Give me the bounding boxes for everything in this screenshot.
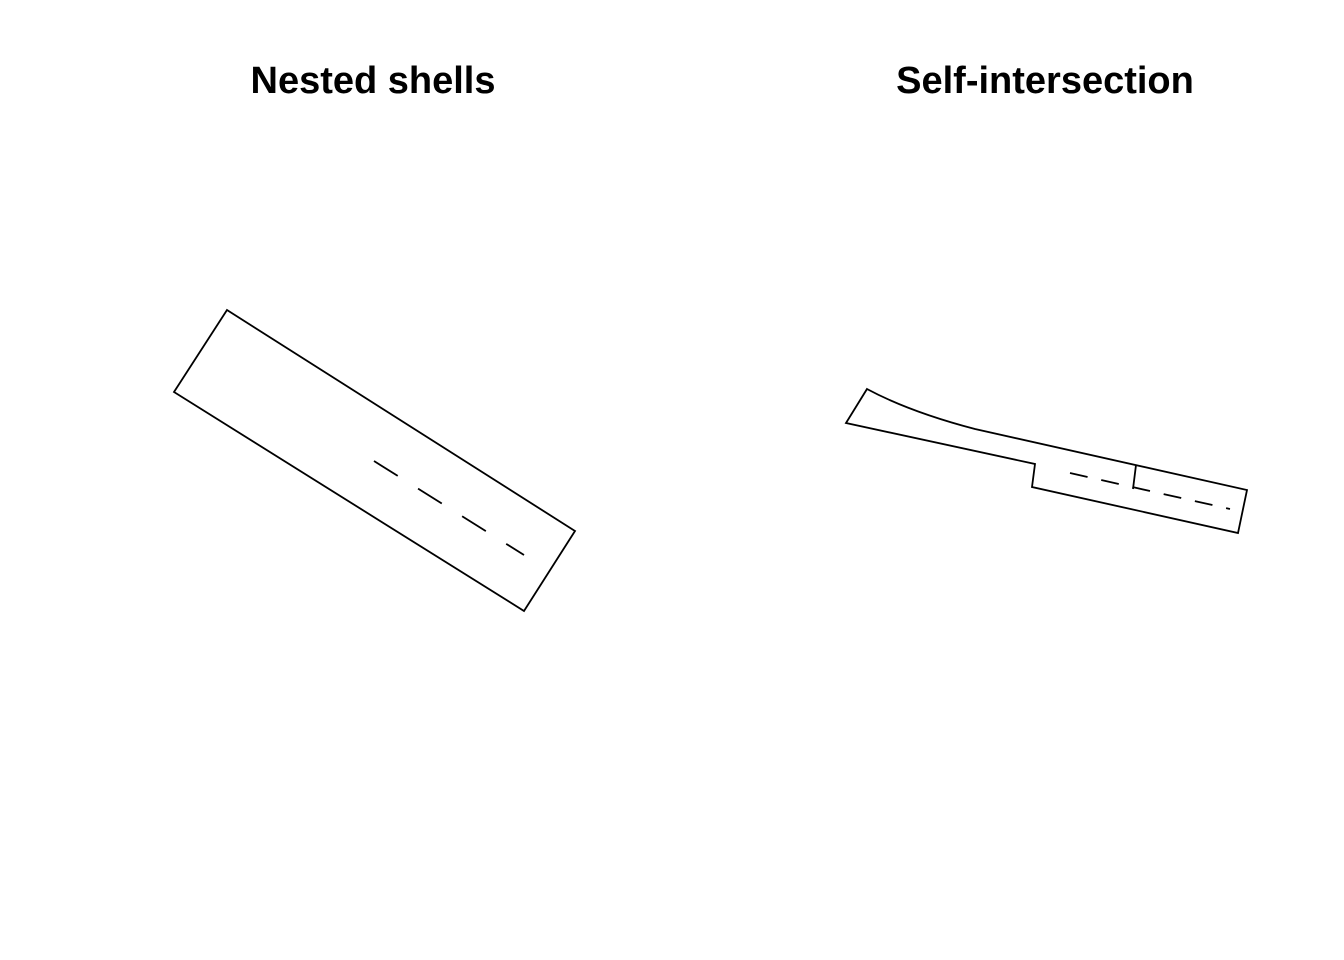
interior-vertical-tick	[1132, 464, 1137, 490]
panel-nested-shells: Nested shells	[172, 60, 577, 613]
interior-dashed-line	[1069, 472, 1231, 510]
panel-self-intersection: Self-intersection	[844, 60, 1249, 535]
self-intersecting-polygon	[844, 387, 1249, 535]
outer-shell-rectangle	[172, 308, 577, 613]
panel-title-nested-shells: Nested shells	[251, 60, 496, 102]
panel-title-self-intersection: Self-intersection	[896, 60, 1194, 102]
inner-shell-dashed-line	[373, 460, 525, 556]
